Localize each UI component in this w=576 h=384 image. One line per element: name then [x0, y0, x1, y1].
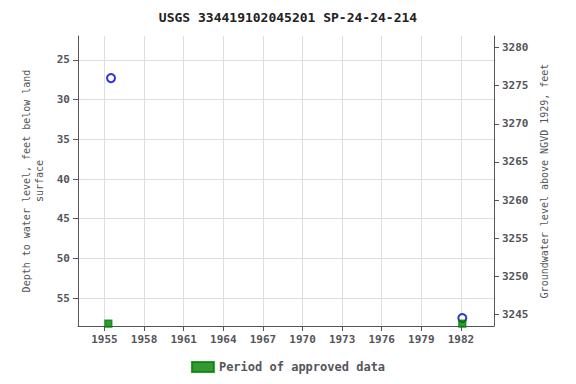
svg-text:3270: 3270	[502, 117, 529, 130]
svg-text:50: 50	[57, 252, 70, 265]
svg-text:35: 35	[57, 133, 70, 146]
svg-text:surface: surface	[34, 160, 45, 202]
svg-text:1958: 1958	[131, 333, 158, 346]
svg-text:1967: 1967	[250, 333, 277, 346]
svg-text:3250: 3250	[502, 270, 529, 283]
svg-text:55: 55	[57, 292, 70, 305]
svg-text:3280: 3280	[502, 41, 529, 54]
svg-text:1964: 1964	[210, 333, 237, 346]
svg-text:25: 25	[57, 53, 70, 66]
svg-text:3265: 3265	[502, 155, 529, 168]
svg-text:40: 40	[57, 173, 70, 186]
svg-text:Groundwater level above NGVD 1: Groundwater level above NGVD 1929, feet	[539, 64, 550, 299]
svg-text:1982: 1982	[448, 333, 475, 346]
svg-text:Depth to water level, feet bel: Depth to water level, feet below land	[21, 70, 32, 293]
svg-text:3255: 3255	[502, 232, 529, 245]
svg-text:3260: 3260	[502, 194, 529, 207]
svg-text:1979: 1979	[408, 333, 435, 346]
svg-text:1973: 1973	[329, 333, 356, 346]
svg-text:1970: 1970	[289, 333, 316, 346]
svg-text:45: 45	[57, 212, 70, 225]
svg-text:USGS 334419102045201 SP-24-24-: USGS 334419102045201 SP-24-24-214	[159, 10, 417, 25]
svg-text:3275: 3275	[502, 79, 529, 92]
svg-text:3245: 3245	[502, 308, 529, 321]
svg-text:1955: 1955	[91, 333, 118, 346]
svg-text:Period of approved data: Period of approved data	[219, 360, 385, 374]
svg-text:30: 30	[57, 93, 70, 106]
svg-text:1976: 1976	[368, 333, 395, 346]
svg-text:1961: 1961	[170, 333, 197, 346]
